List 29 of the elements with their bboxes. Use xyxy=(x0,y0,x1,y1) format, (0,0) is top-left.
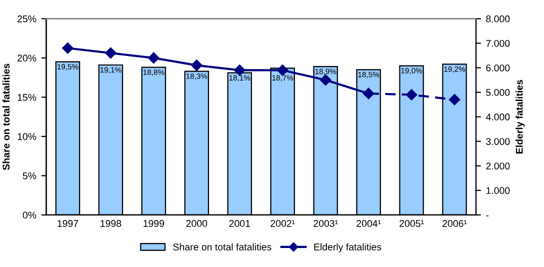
y2-tick-label: 3.000 xyxy=(486,138,510,145)
x-tick-label: 1997 xyxy=(58,220,78,227)
legend-label: Share on total fatalities xyxy=(173,243,272,250)
x-tick-label: 2001 xyxy=(229,220,250,227)
y2-tick-label: 4.000 xyxy=(486,114,510,120)
y2-tick-label: 8.000 xyxy=(486,15,510,22)
y-tick-label: 10% xyxy=(18,133,36,140)
y2-tick-label: - xyxy=(486,215,489,216)
x-tick-label: 2006¹ xyxy=(442,220,467,227)
x-tick-label: 2005¹ xyxy=(400,220,424,227)
y-tick-label: 15% xyxy=(18,94,36,101)
x-tick-label: 1999 xyxy=(144,220,164,227)
y2-tick-label: 2.000 xyxy=(486,162,510,170)
y-tick-label: 5% xyxy=(22,172,36,180)
y-tick-label: 20% xyxy=(18,54,36,62)
y2-axis-title: Elderly fatalities xyxy=(516,80,525,154)
y2-tick-label: 7.000 xyxy=(486,40,510,47)
y2-tick-label: 1.000 xyxy=(486,187,510,194)
y-axis-title: Share on total fatalities xyxy=(2,64,10,170)
x-tick-label: 2003¹ xyxy=(314,220,338,227)
legend-label: Elderly fatalities xyxy=(314,243,382,252)
y-tick-label: 25% xyxy=(18,15,36,22)
y-tick-label: 0% xyxy=(22,212,36,219)
x-tick-label: 1998 xyxy=(100,220,122,227)
x-tick-label: 2004¹ xyxy=(356,220,381,227)
x-tick-label: 2002¹ xyxy=(270,220,295,227)
y2-tick-label: 6.000 xyxy=(486,64,510,72)
x-tick-label: 2000 xyxy=(186,220,208,227)
y2-tick-label: 5.000 xyxy=(486,89,510,96)
